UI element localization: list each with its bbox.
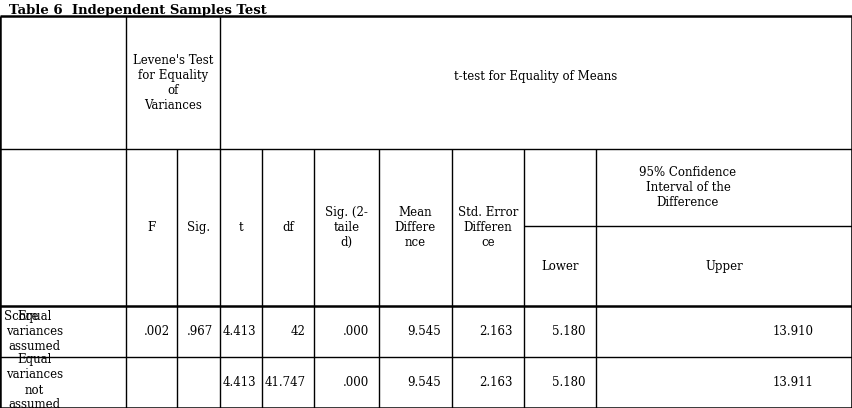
Text: 41.747: 41.747 (265, 376, 306, 389)
Text: t-test for Equality of Means: t-test for Equality of Means (454, 70, 618, 82)
Text: .967: .967 (187, 325, 213, 338)
Text: Score: Score (4, 310, 38, 323)
Text: Equal
variances
assumed: Equal variances assumed (6, 310, 63, 353)
Text: .002: .002 (143, 325, 170, 338)
Text: 4.413: 4.413 (222, 325, 256, 338)
Text: 5.180: 5.180 (552, 325, 585, 338)
Text: 9.545: 9.545 (407, 325, 440, 338)
Text: Equal
variances
not
assumed: Equal variances not assumed (6, 353, 63, 408)
Text: Sig. (2-
taile
d): Sig. (2- taile d) (325, 206, 368, 249)
Text: Sig.: Sig. (187, 221, 210, 234)
Text: Upper: Upper (705, 260, 743, 273)
Text: F: F (147, 221, 156, 234)
Text: 5.180: 5.180 (552, 376, 585, 389)
Text: Levene's Test
for Equality
of
Variances: Levene's Test for Equality of Variances (133, 53, 213, 112)
Text: 13.910: 13.910 (773, 325, 814, 338)
Text: 13.911: 13.911 (773, 376, 814, 389)
Text: df: df (282, 221, 294, 234)
Text: 95% Confidence
Interval of the
Difference: 95% Confidence Interval of the Differenc… (640, 166, 736, 209)
Text: Table 6  Independent Samples Test: Table 6 Independent Samples Test (9, 4, 267, 17)
Text: .000: .000 (343, 376, 369, 389)
Text: Lower: Lower (541, 260, 579, 273)
Text: 4.413: 4.413 (222, 376, 256, 389)
Text: t: t (239, 221, 244, 234)
Text: 2.163: 2.163 (480, 325, 513, 338)
Text: 9.545: 9.545 (407, 376, 440, 389)
Text: Mean
Differe
nce: Mean Differe nce (394, 206, 436, 249)
Text: .000: .000 (343, 325, 369, 338)
Text: Std. Error
Differen
ce: Std. Error Differen ce (458, 206, 518, 249)
Text: 2.163: 2.163 (480, 376, 513, 389)
Text: 42: 42 (291, 325, 306, 338)
